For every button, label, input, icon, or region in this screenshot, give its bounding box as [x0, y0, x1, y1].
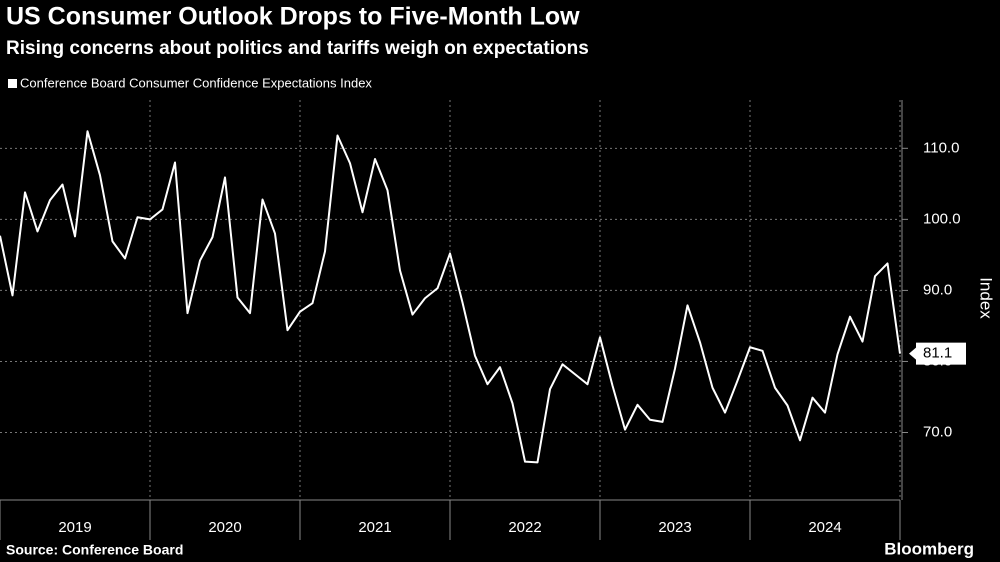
chart-title: US Consumer Outlook Drops to Five-Month … [6, 3, 580, 31]
y-tick-label: 70.0 [923, 423, 952, 440]
x-tick-label: 2021 [358, 519, 391, 536]
legend-label: Conference Board Consumer Confidence Exp… [20, 75, 372, 90]
y-tick-label: 100.0 [923, 210, 961, 227]
x-tick-label: 2024 [808, 519, 841, 536]
last-value-pointer [909, 347, 916, 360]
legend-swatch [8, 79, 17, 88]
x-tick-label: 2019 [58, 519, 91, 536]
brand: Bloomberg [884, 539, 974, 558]
y-tick-label: 90.0 [923, 281, 952, 298]
series-line [0, 130, 901, 464]
y-tick-label: 110.0 [923, 139, 959, 156]
y-axis-title: Index [977, 277, 996, 319]
x-tick-label: 2020 [208, 519, 241, 536]
x-tick-label: 2022 [508, 519, 541, 536]
x-tick-label: 2023 [658, 519, 691, 536]
chart-subtitle: Rising concerns about politics and tarif… [6, 38, 589, 59]
last-value-box [916, 342, 966, 365]
source: Source: Conference Board [6, 542, 183, 558]
last-value-label: 81.1 [923, 345, 952, 362]
